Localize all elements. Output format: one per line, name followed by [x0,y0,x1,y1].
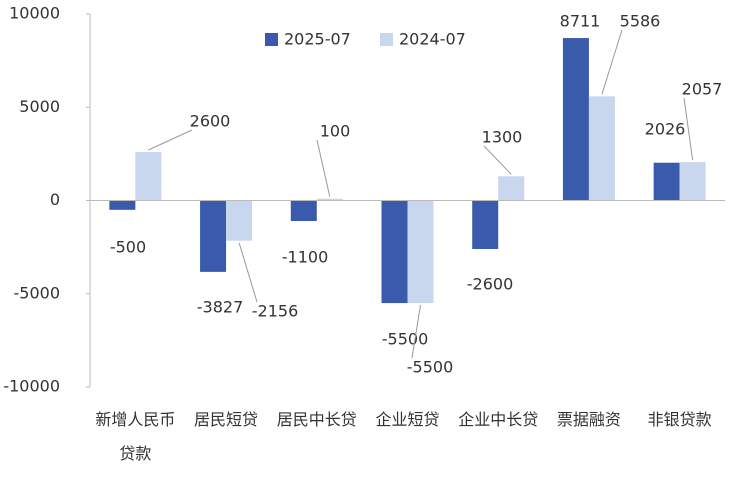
bar [381,200,408,304]
leader-line [483,145,512,175]
bar [316,198,343,201]
legend-label: 2025-07 [284,30,351,49]
data-label: 2600 [190,112,231,131]
leader-line [683,97,694,161]
y-tick-label: 10000 [9,4,60,23]
data-label: -5500 [407,358,454,377]
leader-line [316,139,331,197]
bar [135,152,162,201]
bar [226,200,253,241]
bar [200,200,227,272]
y-tick-label: -10000 [3,377,60,396]
x-tick-label: 非银贷款 [647,410,712,429]
bar [653,162,680,201]
data-label: 2057 [682,80,723,99]
bar [290,200,317,222]
leader-line [411,304,421,359]
y-tick-label: 0 [50,190,60,209]
x-tick-label: 企业短贷 [375,410,440,429]
data-label: -2600 [467,275,514,294]
bar [679,162,706,201]
data-label: -1100 [282,248,329,267]
x-tick-label: 居民短贷 [194,410,259,429]
legend-swatch [265,33,278,46]
x-tick-label: 新增人民币贷款 [95,410,176,463]
y-tick-label: -5000 [14,283,61,302]
bar [498,176,525,201]
leader-line [601,29,623,95]
leader-line [148,129,193,151]
data-label: 2026 [645,120,686,139]
legend-swatch [380,33,393,46]
x-tick-label: 居民中长贷 [276,410,357,429]
data-label: 1300 [482,128,523,147]
bar [109,200,136,210]
bar [407,200,434,304]
bar [588,96,615,201]
data-label: -500 [110,238,146,257]
leader-line [238,242,258,303]
legend-label: 2024-07 [399,30,466,49]
x-tick-label: 票据融资 [556,410,621,429]
data-label: 5586 [620,12,661,31]
data-label: 8711 [560,12,601,31]
bar [562,38,589,201]
x-tick-label: 企业中长贷 [458,410,539,429]
data-label: -3827 [197,298,244,317]
y-tick-label: 5000 [19,97,60,116]
data-label: -5500 [382,330,429,349]
data-label: 100 [320,122,351,141]
data-label: -2156 [252,302,299,321]
bar [472,200,499,249]
